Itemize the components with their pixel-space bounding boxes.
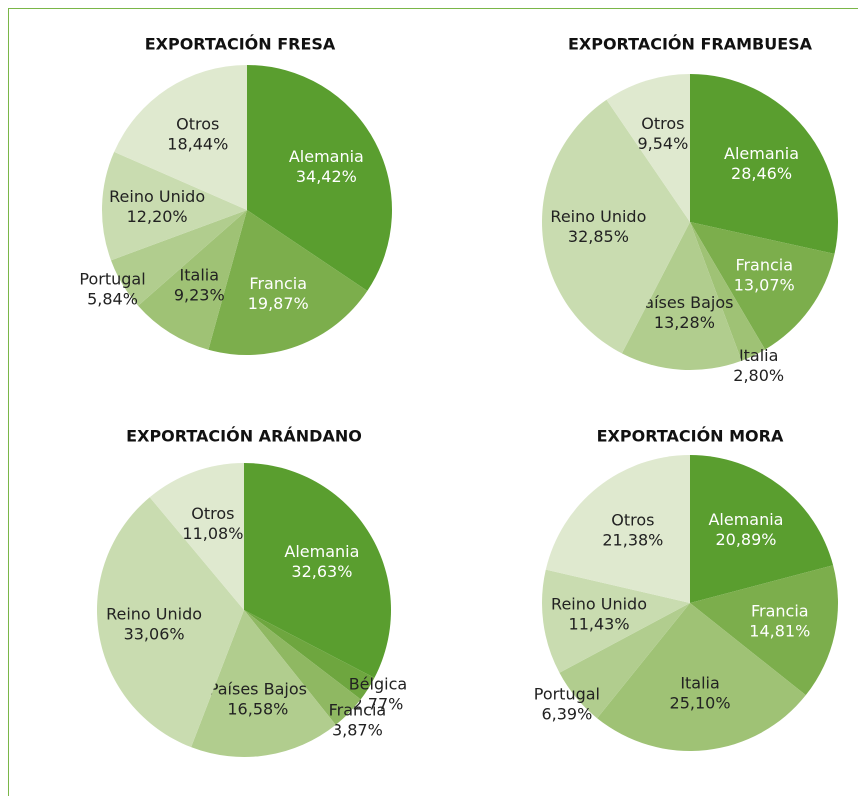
- slice-label: Portugal: [79, 270, 145, 289]
- pie-slice: [690, 222, 835, 350]
- slice-value-label: 11,08%: [182, 524, 243, 543]
- slice-value-label: 12,20%: [127, 207, 188, 226]
- slice-label: Países Bajos: [635, 293, 733, 312]
- slice-value-label: 18,44%: [167, 134, 228, 153]
- slice-label: Italia: [680, 674, 720, 693]
- slice-value-label: 2,80%: [733, 366, 784, 385]
- pie-slice: [597, 603, 806, 751]
- slice-value-label: 14,81%: [749, 621, 810, 640]
- pie-slice: [114, 65, 248, 210]
- slice-label: Francia: [249, 274, 307, 293]
- slice-value-label: 5,84%: [87, 290, 138, 309]
- slice-value-label: 21,38%: [602, 531, 663, 550]
- chart-title: EXPORTACIÓN FRAMBUESA: [568, 35, 813, 54]
- slice-value-label: 20,89%: [715, 530, 776, 549]
- pie-slice: [191, 610, 336, 757]
- slice-value-label: 13,28%: [654, 313, 715, 332]
- slice-label: Reino Unido: [106, 604, 202, 623]
- slice-label: Otros: [611, 511, 654, 530]
- slice-label: Reino Unido: [550, 207, 646, 226]
- chart-title: EXPORTACIÓN ARÁNDANO: [126, 427, 362, 446]
- pie-slice: [244, 610, 375, 700]
- slice-value-label: 11,43%: [569, 615, 630, 634]
- slice-label: Alemania: [708, 510, 783, 529]
- slice-label: Alemania: [284, 542, 359, 561]
- pie-slice: [102, 151, 247, 261]
- slice-label: Reino Unido: [109, 187, 205, 206]
- pie-slice: [545, 455, 690, 603]
- slice-value-label: 28,46%: [731, 164, 792, 183]
- pie-slice: [690, 222, 766, 361]
- pie-slice: [541, 99, 690, 354]
- pie-slice: [149, 463, 244, 610]
- slice-label: Alemania: [724, 144, 799, 163]
- pie-slice: [621, 222, 742, 371]
- slice-value-label: 19,87%: [248, 294, 309, 313]
- pie-slice: [690, 565, 838, 696]
- slice-label: Francia: [751, 601, 809, 620]
- slice-value-label: 33,06%: [124, 624, 185, 643]
- chart-title: EXPORTACIÓN MORA: [597, 427, 784, 446]
- pie-slice: [244, 610, 361, 725]
- pie-slice: [244, 463, 391, 678]
- pie-slice: [208, 210, 368, 355]
- slice-value-label: 9,54%: [637, 134, 688, 153]
- slice-label: Otros: [176, 114, 219, 133]
- pie-slice: [542, 569, 690, 673]
- pie-slice: [96, 497, 244, 748]
- pie-slice: [690, 74, 838, 254]
- slice-label: Francia: [329, 701, 387, 720]
- slice-label: Alemania: [289, 147, 364, 166]
- slice-value-label: 32,63%: [291, 562, 352, 581]
- slice-label: Otros: [191, 504, 234, 523]
- slice-label: Bélgica: [349, 675, 407, 694]
- slice-label: Portugal: [534, 684, 600, 703]
- slice-value-label: 13,07%: [734, 275, 795, 294]
- slice-label: Reino Unido: [551, 595, 647, 614]
- pie-slice: [247, 65, 393, 291]
- slice-value-label: 16,58%: [227, 700, 288, 719]
- slice-label: Francia: [735, 255, 793, 274]
- slice-value-label: 3,87%: [332, 721, 383, 740]
- slice-value-label: 32,85%: [568, 227, 629, 246]
- slice-label: Italia: [739, 346, 779, 365]
- slice-value-label: 34,42%: [296, 167, 357, 186]
- pie-slice: [690, 455, 834, 603]
- slice-label: Países Bajos: [209, 680, 307, 699]
- chart-title: EXPORTACIÓN FRESA: [145, 35, 336, 54]
- pie-slice: [559, 603, 690, 719]
- slice-value-label: 2,77%: [353, 695, 404, 714]
- pie-slice: [138, 210, 247, 350]
- slice-value-label: 25,10%: [670, 694, 731, 713]
- pie-slice: [606, 74, 690, 222]
- slice-label: Italia: [180, 266, 220, 285]
- slice-value-label: 6,39%: [541, 704, 592, 723]
- slice-value-label: 9,23%: [174, 286, 225, 305]
- pie-slice: [111, 210, 247, 306]
- slice-label: Otros: [641, 114, 684, 133]
